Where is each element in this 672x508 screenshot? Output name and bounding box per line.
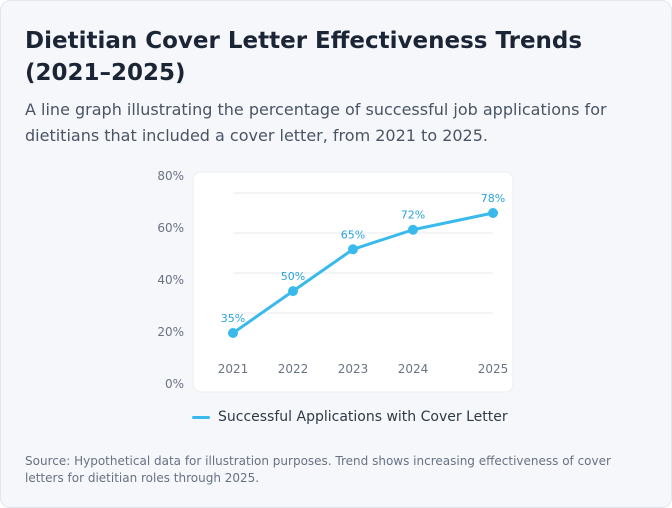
legend-label: Successful Applications with Cover Lette… <box>218 409 508 425</box>
x-tick-label: 2023 <box>338 362 369 376</box>
y-tick-label: 60% <box>157 221 184 235</box>
y-tick-label: 20% <box>157 325 184 339</box>
chart-legend[interactable]: Successful Applications with Cover Lette… <box>192 409 508 425</box>
y-tick-label: 40% <box>157 273 184 287</box>
data-point[interactable] <box>488 208 498 218</box>
data-label: 78% <box>481 192 505 205</box>
chart-area: 0% 20% 40% 60% 80% 2021 2022 2023 2024 2025 35% 50%… <box>1 161 672 441</box>
x-tick-label: 2025 <box>478 362 509 376</box>
data-point[interactable] <box>288 286 298 297</box>
data-label: 72% <box>401 209 425 222</box>
source-note: Source: Hypothetical data for illustrati… <box>25 454 611 485</box>
legend-swatch <box>192 415 210 419</box>
page-title: Dietitian Cover Letter Effectiveness Tre… <box>25 28 583 86</box>
plot-panel <box>192 171 514 393</box>
line-chart: 0% 20% 40% 60% 80% 2021 2022 2023 2024 2025 35% 50%… <box>157 169 514 393</box>
data-point[interactable] <box>408 224 418 235</box>
data-label: 35% <box>221 312 245 325</box>
x-tick-label: 2022 <box>278 362 309 376</box>
y-tick-label: 0% <box>165 377 184 391</box>
data-point[interactable] <box>228 328 238 338</box>
x-tick-label: 2024 <box>398 362 429 376</box>
data-label: 65% <box>341 228 365 241</box>
data-point[interactable] <box>348 244 358 255</box>
x-tick-label: 2021 <box>218 362 249 376</box>
y-tick-label: 80% <box>157 169 184 183</box>
data-label: 50% <box>281 270 305 283</box>
page-subtitle: A line graph illustrating the percentage… <box>25 100 607 145</box>
